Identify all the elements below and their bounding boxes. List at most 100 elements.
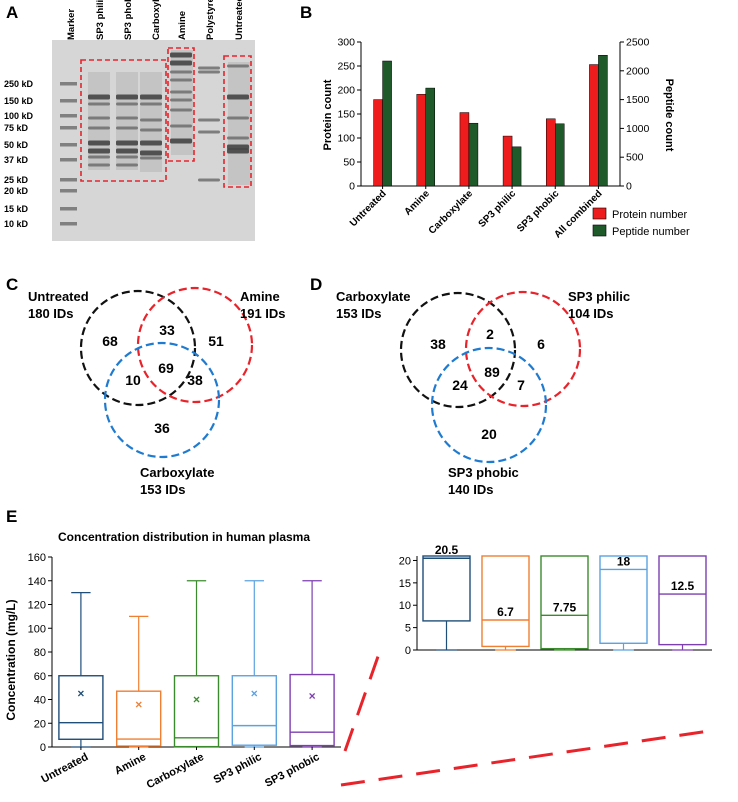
e-ytick-label: 100 [28, 623, 46, 635]
box [173, 675, 220, 748]
lane-label: Polystyrene [205, 0, 216, 40]
e-ytick-label: 20 [34, 718, 46, 730]
venn-d-circle-sp3-philic [464, 290, 582, 408]
venn-d-region-abc: 89 [484, 364, 500, 380]
gel-band [116, 116, 138, 120]
gel-band [116, 126, 138, 130]
ladder-band [60, 222, 77, 226]
gel-band [116, 94, 138, 100]
gel-band [170, 124, 192, 128]
b-ytick-label: 200 [337, 85, 355, 97]
legend-swatch-protein [592, 207, 607, 220]
gel-band [140, 128, 162, 132]
mean-marker: × [193, 693, 200, 707]
e-main-plot: 0 20 40 60 80 100 120 140 160 × Untreated × Amine × Ca… [28, 552, 341, 791]
bar-protein [546, 118, 556, 187]
venn-d-name-b: SP3 philic [568, 289, 630, 304]
zoom-line-lower [340, 728, 717, 787]
e-ytick-label: 40 [34, 695, 46, 707]
venn-c-region-bc: 38 [187, 372, 203, 388]
panel-e-letter: E [6, 507, 17, 526]
bar-peptide [598, 54, 608, 187]
gel-band [88, 155, 110, 159]
panel-c: C Untreated 180 IDs Amine 191 IDs Carbox… [6, 275, 286, 497]
gel-band [227, 94, 249, 100]
bar-protein [416, 94, 426, 187]
median-label: 12.5 [671, 579, 695, 593]
e-ytick-label: 80 [34, 647, 46, 659]
bar-peptide [382, 60, 392, 187]
ladder-band [60, 114, 77, 118]
gel-band [198, 70, 220, 74]
venn-d-region-c: 20 [481, 426, 497, 442]
gel-band [170, 138, 192, 144]
b-xtick-label: SP3 phobic [515, 188, 562, 235]
venn-c-region-b: 51 [208, 333, 224, 349]
gel-band [140, 156, 162, 160]
gel-band [116, 163, 138, 167]
panel-d: D Carboxylate 153 IDs SP3 philic 104 IDs… [310, 275, 630, 497]
bar-peptide [555, 123, 565, 187]
e-ytick-label: 5 [405, 623, 411, 635]
panel-e: E Concentration distribution in human pl… [4, 507, 717, 791]
gel-band [227, 64, 249, 68]
gel-band [170, 98, 192, 102]
b-xtick-label: SP3 philic [477, 188, 519, 230]
median-label: 18 [617, 554, 631, 568]
box [481, 555, 530, 648]
ladder-band [60, 207, 77, 211]
ladder-band [60, 158, 77, 162]
gel-band [140, 102, 162, 106]
gel-band [140, 94, 162, 100]
venn-c-circle-amine [136, 286, 254, 404]
ladder-band [60, 82, 77, 86]
marker-label: 10 kD [4, 219, 29, 229]
marker-label: 75 kD [4, 123, 29, 133]
box-sp3-group [80, 59, 167, 182]
b-y2tick-label: 2000 [626, 65, 650, 77]
venn-d-name-a: Carboxylate [336, 289, 410, 304]
b-ytick-label: 50 [343, 157, 355, 169]
marker-label: 50 kD [4, 140, 29, 150]
e-ylabel: Concentration (mg/L) [4, 599, 18, 720]
bar-peptide [468, 122, 479, 187]
gel-band [140, 118, 162, 122]
gel-band [170, 108, 192, 112]
gel-band [227, 136, 249, 140]
gel-band [198, 66, 220, 70]
venn-c-ids-a: 180 IDs [28, 306, 74, 321]
e-inset-plot: 0 5 10 15 20 20.5 6.7 7.75 18 12.5 [399, 543, 712, 657]
b-y2tick-label: 1000 [626, 123, 650, 135]
lane-label: Carboxylate [151, 0, 162, 40]
e-xtick-label: Amine [113, 751, 148, 777]
lane-smear [88, 72, 110, 170]
venn-d-ids-a: 153 IDs [336, 306, 382, 321]
ladder-band [60, 126, 77, 130]
marker-label: 250 kD [4, 79, 34, 89]
b-ytick-label: 150 [337, 109, 355, 121]
legend-swatch-peptide [592, 224, 607, 237]
panel-a-letter: A [6, 3, 18, 22]
gel-band [227, 148, 249, 154]
lane-label: SP3 phobic [123, 0, 134, 40]
e-title: Concentration distribution in human plas… [58, 530, 310, 544]
e-ytick-label: 120 [28, 600, 46, 612]
venn-c-circle-untreated [79, 289, 197, 407]
venn-d-ids-b: 104 IDs [568, 306, 614, 321]
bar-peptide [425, 87, 435, 187]
e-ytick-label: 20 [399, 555, 411, 567]
venn-d-region-bc: 7 [517, 377, 525, 393]
e-ytick-label: 60 [34, 671, 46, 683]
bar-protein [373, 99, 383, 187]
box [599, 555, 648, 644]
b-bars [373, 54, 608, 187]
venn-c-name-c: Carboxylate [140, 465, 214, 480]
venn-d-circle-sp3-phobic [430, 346, 548, 464]
b-ytick-label: 0 [349, 181, 355, 193]
venn-c-region-c: 36 [154, 420, 170, 436]
marker-label: 150 kD [4, 96, 34, 106]
b-y2tick-label: 0 [626, 181, 632, 193]
box [540, 555, 589, 650]
